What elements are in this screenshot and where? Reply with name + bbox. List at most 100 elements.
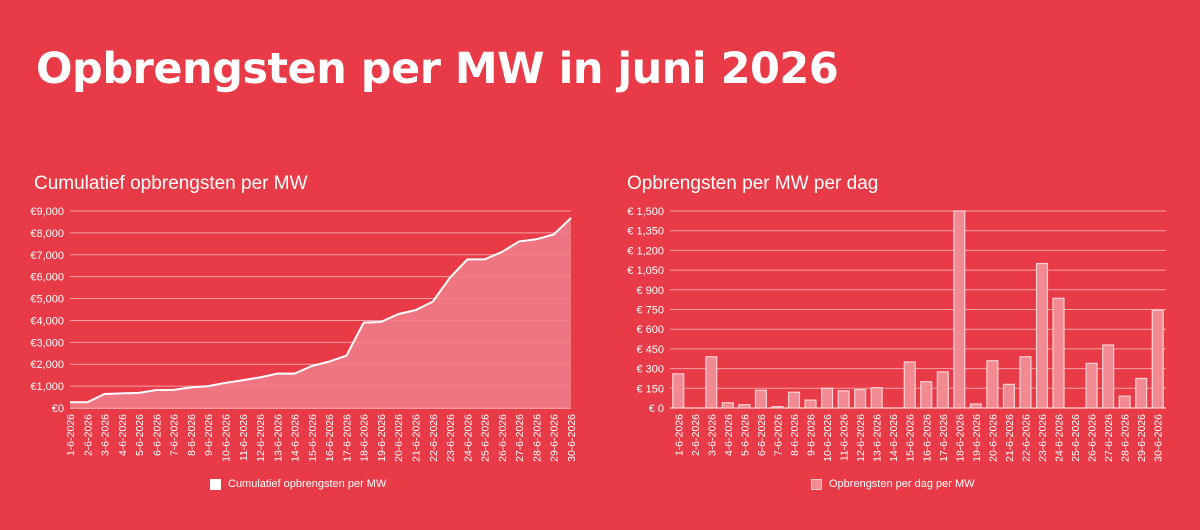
bar-x-tick-label: 4-6-2026 (723, 414, 735, 456)
daily-bar (920, 381, 933, 409)
cumulative-point (86, 401, 89, 404)
page-title: Opbrengsten per MW in juni 2026 (36, 44, 839, 94)
cumulative-area-chart: €0 €1,000 €2,000 €3,000 €4,000 €5,000 €6,000 €7… (30, 206, 578, 462)
area-x-tick-label: 8-6-2026 (186, 414, 198, 456)
cumulative-point (362, 321, 365, 324)
cumulative-point (276, 372, 279, 375)
area-x-tick-label: 12-6-2026 (255, 414, 267, 462)
area-x-tick-label: 26-6-2026 (497, 414, 509, 462)
daily-bar (1151, 309, 1164, 409)
area-x-tick-label: 20-6-2026 (393, 414, 405, 462)
area-x-tick-label: 5-6-2026 (134, 414, 146, 456)
area-x-tick-label: 21-6-2026 (411, 414, 423, 462)
bar-x-tick-label: 11-6-2026 (839, 414, 851, 461)
area-x-tick-label: 17-6-2026 (341, 414, 353, 462)
cumulative-chart-title: Cumulatief opbrengsten per MW (34, 173, 308, 194)
bar-x-tick-label: 23-6-2026 (1037, 414, 1049, 462)
bar-y-tick-label: € 1,200 (627, 245, 664, 257)
daily-bar (903, 361, 916, 409)
area-y-tick-label: €7,000 (30, 250, 64, 262)
cumulative-point (431, 300, 434, 303)
cumulative-point (500, 250, 503, 253)
daily-bar (1135, 377, 1148, 409)
cumulative-point (466, 258, 469, 261)
daily-bar (1002, 383, 1015, 409)
daily-bar (969, 403, 982, 409)
area-x-tick-label: 25-6-2026 (480, 414, 492, 462)
area-y-tick-label: €5,000 (30, 294, 64, 306)
area-x-tick-label: 30-6-2026 (566, 414, 578, 462)
area-x-tick-label: 9-6-2026 (203, 414, 215, 456)
bar-y-tick-label: € 1,350 (627, 226, 664, 238)
daily-bar (953, 210, 966, 409)
daily-bar (821, 387, 834, 409)
bar-x-tick-label: 12-6-2026 (855, 414, 867, 462)
area-x-tick-label: 15-6-2026 (307, 414, 319, 462)
bar-x-tick-label: 1-6-2026 (673, 414, 685, 456)
daily-bar (936, 371, 949, 409)
bar-x-tick-label: 30-6-2026 (1153, 414, 1165, 462)
bar-x-tick-label: 2-6-2026 (690, 414, 702, 456)
daily-bar (1118, 395, 1131, 409)
area-x-tick-label: 24-6-2026 (462, 414, 474, 462)
daily-bar (837, 390, 850, 409)
bar-x-tick-label: 10-6-2026 (822, 414, 834, 462)
cumulative-point (241, 379, 244, 382)
cumulative-point (293, 372, 296, 375)
daily-bar (854, 389, 867, 409)
bar-x-tick-label: 25-6-2026 (1070, 414, 1082, 462)
cumulative-point (397, 313, 400, 316)
cumulative-point (535, 238, 538, 241)
area-x-tick-label: 4-6-2026 (117, 414, 129, 456)
area-x-tick-label: 22-6-2026 (428, 414, 440, 462)
cumulative-point (103, 392, 106, 395)
daily-bar (1035, 262, 1049, 409)
daily-chart-title: Opbrengsten per MW per dag (627, 173, 879, 194)
bar-x-tick-label: 20-6-2026 (987, 414, 999, 462)
area-x-tick-label: 14-6-2026 (290, 414, 302, 462)
bar-x-tick-label: 26-6-2026 (1087, 414, 1099, 462)
area-x-tick-label: 16-6-2026 (324, 414, 336, 462)
area-x-tick-label: 7-6-2026 (169, 414, 181, 456)
cumulative-point (345, 354, 348, 357)
area-x-tick-label: 10-6-2026 (220, 414, 232, 462)
daily-legend[interactable]: Opbrengsten per dag per MW (811, 478, 975, 490)
bar-y-tick-label: € 150 (636, 383, 664, 395)
daily-bar (1052, 297, 1065, 409)
bar-x-tick-label: 8-6-2026 (789, 414, 801, 456)
daily-bar (705, 356, 718, 409)
bar-x-tick-label: 16-6-2026 (921, 414, 933, 462)
bar-x-tick-label: 19-6-2026 (971, 414, 983, 462)
bar-x-tick-label: 29-6-2026 (1136, 414, 1148, 462)
area-y-tick-label: €1,000 (30, 381, 64, 393)
bar-x-tick-label: 9-6-2026 (806, 414, 818, 456)
daily-bar (1102, 344, 1115, 409)
area-x-tick-label: 2-6-2026 (82, 414, 94, 456)
cumulative-point (259, 376, 262, 379)
bar-y-tick-label: € 1,500 (627, 206, 664, 218)
bar-x-tick-label: 27-6-2026 (1103, 414, 1115, 462)
bar-x-tick-label: 15-6-2026 (905, 414, 917, 462)
cumulative-point (224, 381, 227, 384)
cumulative-line (70, 217, 572, 404)
cumulative-legend[interactable]: Cumulatief opbrengsten per MW (210, 478, 386, 490)
bar-y-tick-label: € 0 (649, 403, 664, 415)
area-x-tick-label: 6-6-2026 (151, 414, 163, 456)
area-x-tick-label: 19-6-2026 (376, 414, 388, 462)
bar-x-tick-label: 13-6-2026 (872, 414, 884, 462)
daily-bar (672, 373, 685, 409)
area-x-tick-label: 29-6-2026 (549, 414, 561, 462)
cumulative-point (207, 385, 210, 388)
area-x-tick-label: 13-6-2026 (272, 414, 284, 462)
daily-bar (738, 404, 751, 409)
bar-x-tick-label: 5-6-2026 (739, 414, 751, 456)
cumulative-area-fill (70, 218, 571, 408)
cumulative-point (552, 233, 555, 236)
cumulative-point (138, 391, 141, 394)
area-y-tick-label: €4,000 (30, 315, 64, 327)
cumulative-point (328, 360, 331, 363)
bar-y-tick-label: € 450 (636, 344, 664, 356)
cumulative-point (69, 401, 72, 404)
cumulative-legend-swatch (210, 478, 221, 490)
cumulative-point (414, 309, 417, 312)
